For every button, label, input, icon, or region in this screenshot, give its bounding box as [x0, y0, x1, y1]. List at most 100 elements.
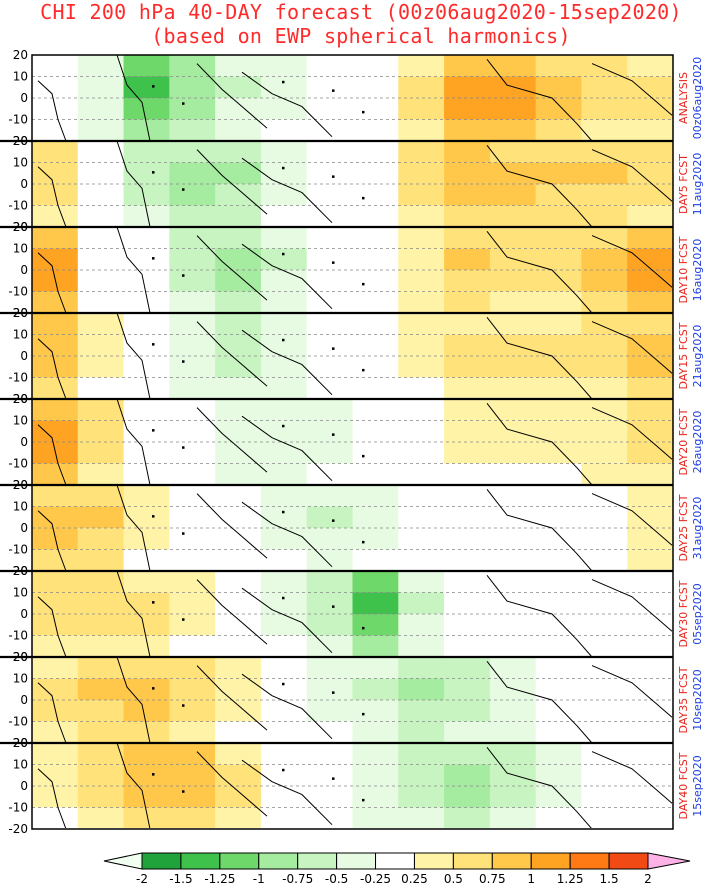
field-cell [489, 614, 537, 637]
field-cell [535, 270, 583, 293]
field-cell [444, 205, 491, 228]
field-cell [306, 528, 354, 551]
coastline [241, 501, 333, 568]
latitude-tick-label: -20 [8, 822, 28, 836]
field-cell [215, 291, 262, 314]
field-cell [581, 463, 628, 486]
island [282, 252, 285, 256]
field-cell [32, 162, 79, 185]
field-cell [215, 614, 262, 637]
island [182, 618, 185, 621]
latitude-tick-label: 10 [13, 586, 28, 600]
field-cell [398, 442, 445, 465]
field-cell [215, 399, 262, 422]
field-cell [535, 678, 583, 701]
field-cell [489, 571, 537, 594]
field-cell [306, 807, 354, 828]
latitude-tick-label: -20 [8, 392, 28, 406]
field-cell [627, 635, 673, 658]
field-cell [444, 141, 491, 164]
field-cell [581, 485, 628, 508]
field-cell [215, 442, 262, 465]
field-cell [398, 420, 445, 443]
field-cell [32, 571, 79, 594]
field-cell [489, 270, 537, 293]
field-cell [260, 291, 308, 314]
field-cell [627, 657, 673, 680]
field-cell [169, 678, 216, 701]
latitude-tick-label: -20 [8, 134, 28, 148]
field-cell [215, 764, 262, 787]
field-cell [32, 55, 79, 78]
colorbar-tick-label: 0.25 [401, 872, 428, 886]
field-cell [306, 248, 354, 271]
field-cell [627, 678, 673, 701]
field-cell [77, 162, 125, 185]
field-cell [535, 420, 583, 443]
field-cell [306, 270, 354, 293]
latitude-tick-label: 20 [13, 306, 28, 320]
field-cell [32, 377, 79, 400]
field-cell [215, 807, 262, 828]
field-cell [352, 248, 399, 271]
field-cell [444, 162, 491, 185]
field-cell [77, 743, 125, 766]
field-cell [32, 592, 79, 615]
coastline [196, 235, 268, 301]
field-cell [535, 119, 583, 142]
field-cell [123, 119, 170, 142]
field-cell [489, 162, 537, 185]
field-cell [398, 463, 445, 486]
field-cell [169, 399, 216, 422]
field-cell [215, 700, 262, 723]
island [282, 682, 285, 686]
field-cell [581, 506, 628, 529]
field-cell [215, 678, 262, 701]
coastline [486, 660, 593, 744]
island [362, 798, 365, 802]
latitude-tick-label: 20 [13, 478, 28, 492]
field-cell [32, 764, 79, 787]
latitude-tick-label: -10 [8, 285, 28, 299]
coastline [241, 587, 333, 654]
field-cell [398, 721, 445, 744]
field-cell [398, 98, 445, 121]
field-cell [352, 657, 399, 680]
field-cell [489, 55, 537, 78]
field-cell [398, 76, 445, 99]
field-cell [489, 463, 537, 486]
panel-label-kind: DAY15 FCST [677, 322, 690, 389]
field-cell [306, 291, 354, 314]
field-cell [352, 76, 399, 99]
panel-label-date: 21aug2020 [691, 325, 704, 388]
field-cell [627, 162, 673, 185]
latitude-tick-label: 10 [13, 70, 28, 84]
field-cell [77, 399, 125, 422]
field-cell [123, 592, 170, 615]
field-cell [444, 635, 491, 658]
coastline [591, 579, 673, 632]
latitude-tick-label: -10 [8, 371, 28, 385]
field-cell [123, 184, 170, 207]
field-cell [123, 635, 170, 658]
field-cell [489, 592, 537, 615]
field-cell [32, 399, 79, 422]
field-cell [398, 743, 445, 766]
field-cell [627, 377, 673, 400]
latitude-tick-label: 0 [20, 349, 28, 363]
field-cell [627, 356, 673, 379]
island [182, 360, 185, 363]
field-cell [398, 506, 445, 529]
island [362, 196, 365, 200]
field-cell [169, 721, 216, 744]
field-cell [169, 356, 216, 379]
latitude-tick-label: 10 [13, 242, 28, 256]
field-cell [123, 743, 170, 766]
field-cell [489, 786, 537, 809]
field-cell [306, 227, 354, 250]
colorbar-swatch [491, 852, 532, 870]
chart-subtitle: (based on EWP spherical harmonics) [151, 24, 571, 48]
field-cell [581, 807, 628, 828]
latitude-tick-label: 0 [20, 607, 28, 621]
field-cell [123, 420, 170, 443]
